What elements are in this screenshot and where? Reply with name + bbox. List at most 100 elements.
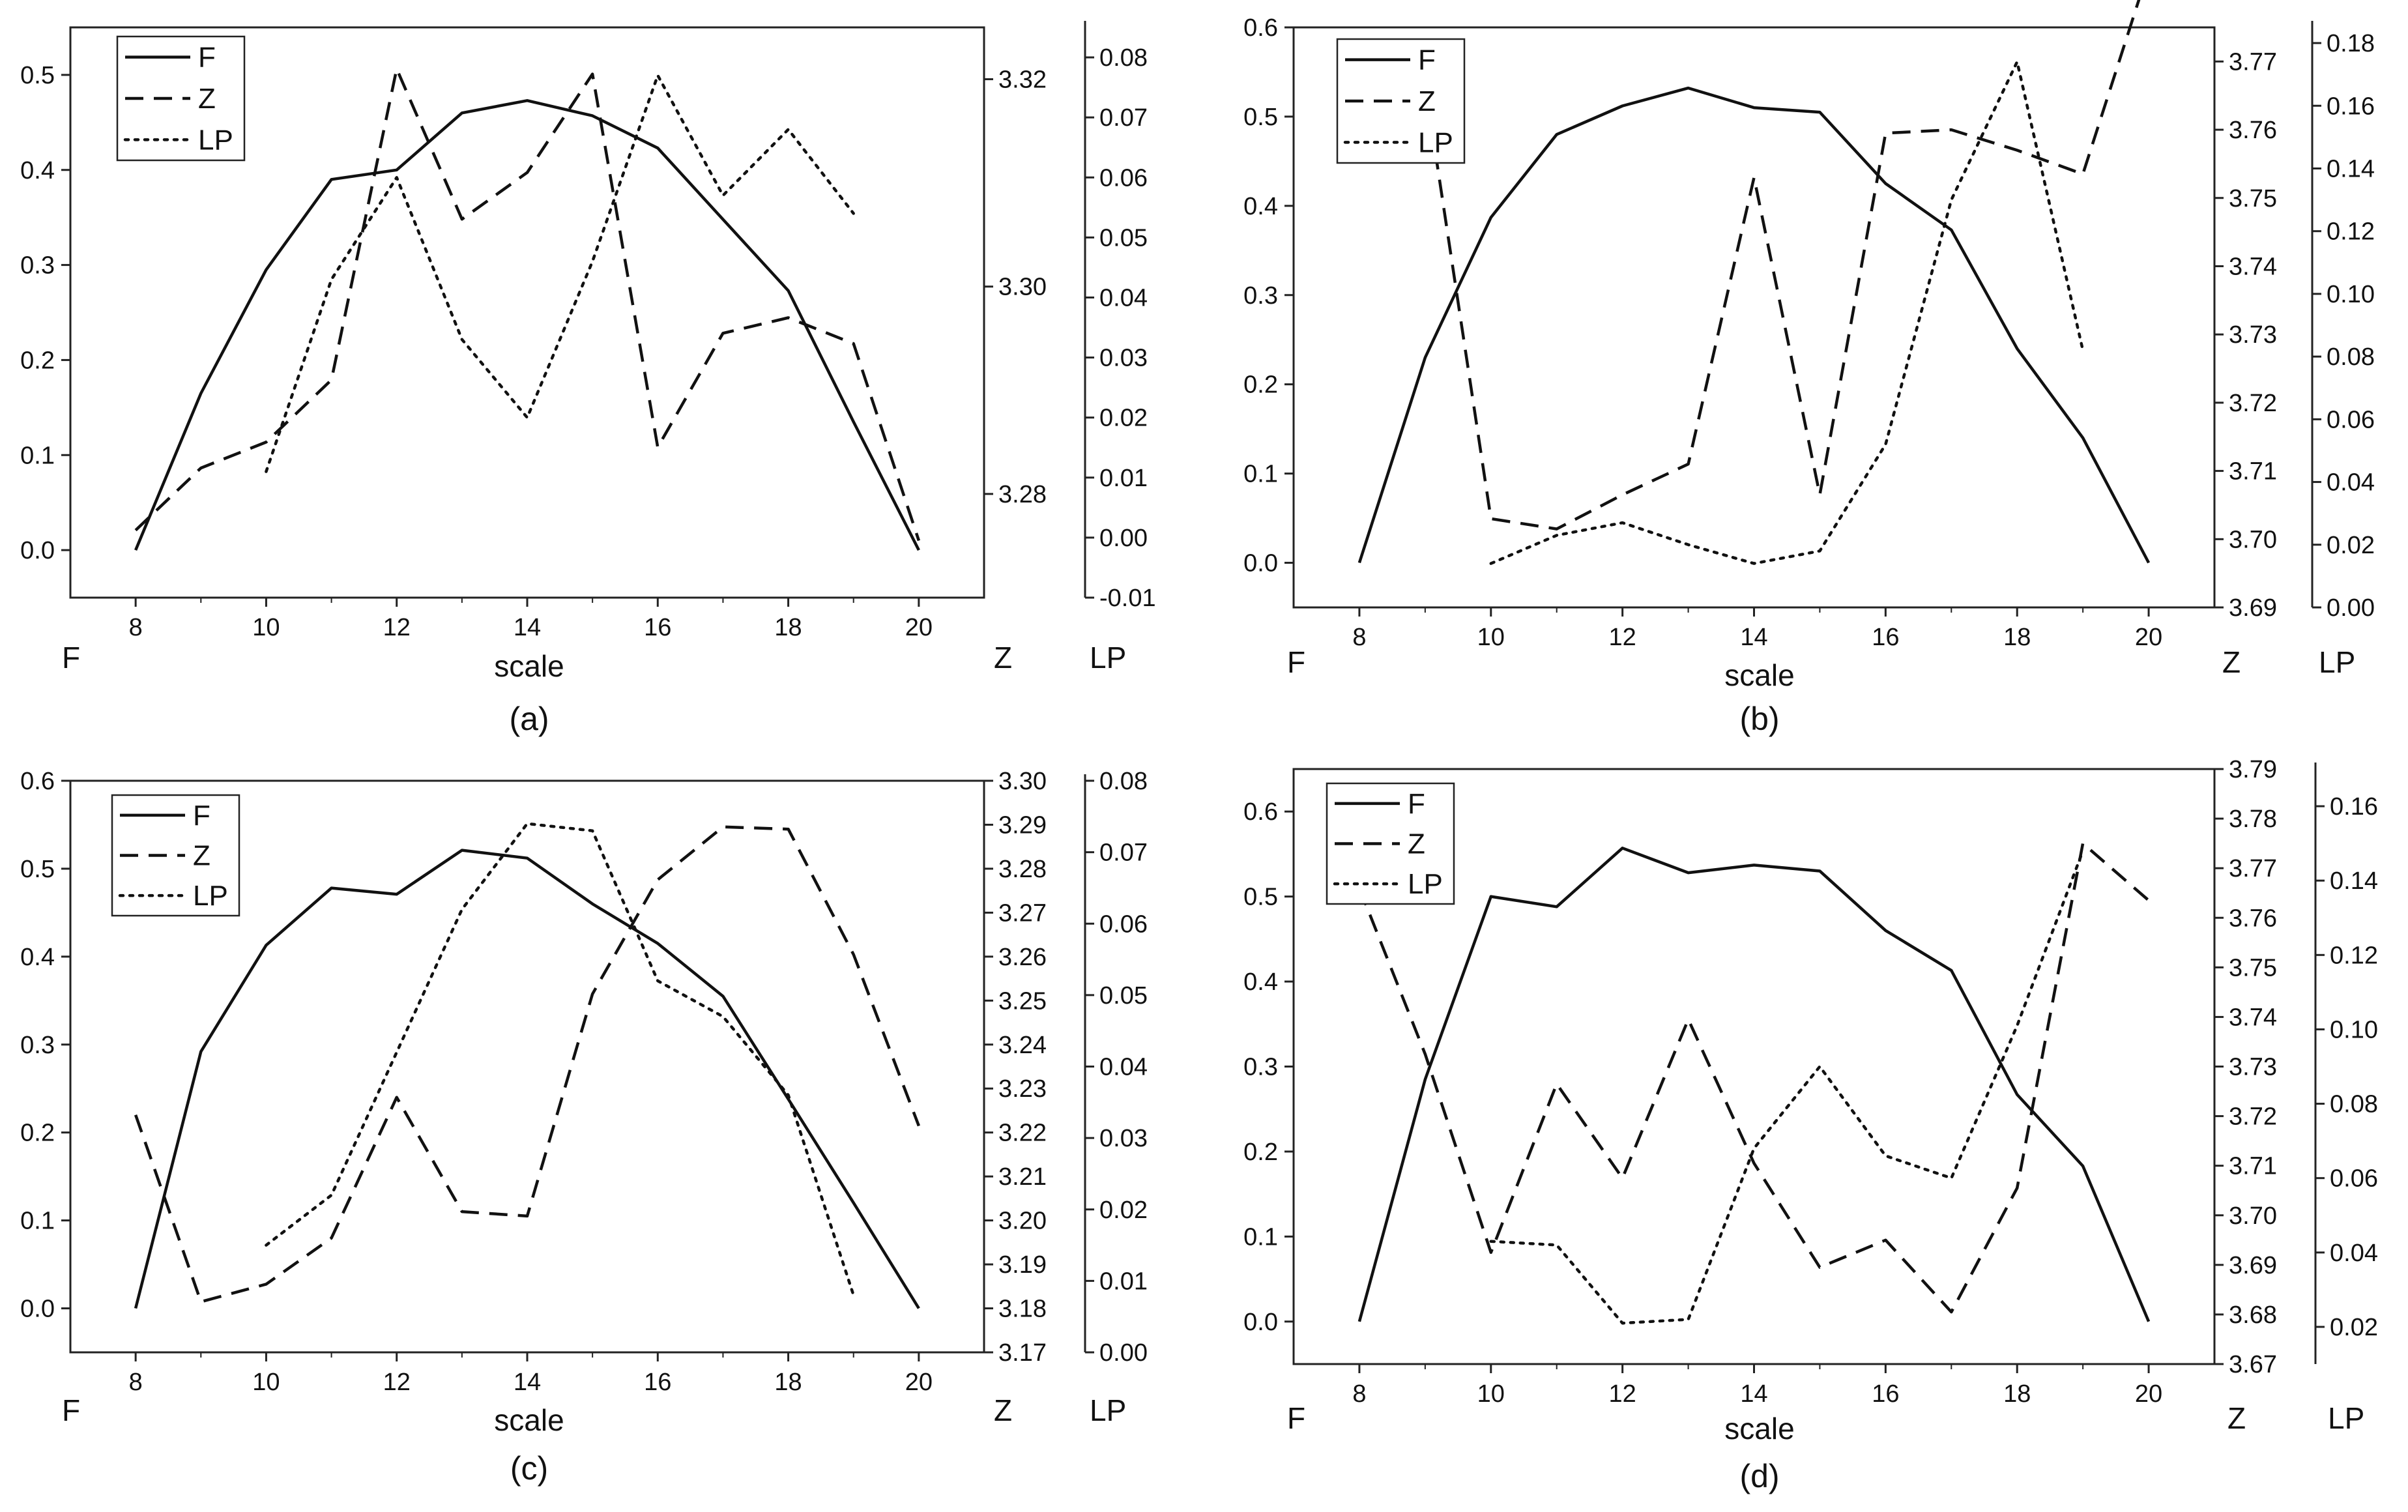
lp-axis-tick-label: 0.18 xyxy=(2327,30,2375,57)
x-axis-label: scale xyxy=(1724,658,1794,692)
left-y-tick-label: 0.5 xyxy=(1243,104,1278,131)
x-tick-label: 18 xyxy=(774,614,802,641)
lp-axis-tick-label: 0.02 xyxy=(1099,1197,1148,1224)
z-axis-tick-label: 3.77 xyxy=(2229,855,2277,882)
z-axis-tick-label: 3.72 xyxy=(2229,390,2277,417)
z-axis-tick-label: 3.24 xyxy=(998,1032,1047,1059)
z-axis-tick-label: 3.19 xyxy=(998,1251,1047,1279)
lp-axis-tick-label: 0.02 xyxy=(2330,1314,2378,1341)
legend-label-z: Z xyxy=(1408,828,1425,860)
z-axis-tick-label: 3.18 xyxy=(998,1296,1047,1323)
z-axis-tick-label: 3.73 xyxy=(2229,321,2277,349)
lp-axis-tick-label: 0.03 xyxy=(1099,1125,1148,1152)
z-axis-tick-label: 3.73 xyxy=(2229,1054,2277,1081)
left-y-tick-label: 0.6 xyxy=(1243,14,1278,42)
left-y-tick-label: 0.4 xyxy=(20,944,55,971)
z-axis-tick-label: 3.75 xyxy=(2229,954,2277,981)
left-y-tick-label: 0.0 xyxy=(20,1296,55,1323)
series-line-f xyxy=(134,99,920,551)
lp-axis-tick-label: 0.14 xyxy=(2330,867,2378,895)
left-y-tick-label: 0.1 xyxy=(20,1208,55,1235)
left-y-tick-label: 0.6 xyxy=(20,768,55,795)
legend-label-z: Z xyxy=(198,83,216,115)
lp-axis-tick-label: 0.14 xyxy=(2327,155,2375,182)
left-y-tick-label: 0.4 xyxy=(1243,968,1278,996)
z-axis-tick-label: 3.77 xyxy=(2229,48,2277,76)
lp-axis-label: LP xyxy=(1090,1393,1126,1427)
x-tick-label: 18 xyxy=(774,1369,802,1396)
left-y-tick-label: 0.2 xyxy=(20,1120,55,1147)
x-tick-label: 14 xyxy=(1740,1380,1767,1408)
legend-label-z: Z xyxy=(1418,85,1436,117)
z-axis-tick-label: 3.71 xyxy=(2229,458,2277,486)
panel-caption: (b) xyxy=(1739,701,1779,737)
left-y-tick-label: 0.4 xyxy=(20,157,55,184)
left-y-tick-label: 0.3 xyxy=(20,252,55,280)
panel-caption: (c) xyxy=(510,1450,548,1487)
x-tick-label: 8 xyxy=(129,614,143,641)
z-axis-tick-label: 3.29 xyxy=(998,811,1047,839)
left-y-tick-label: 0.5 xyxy=(1243,884,1278,911)
legend-label-lp: LP xyxy=(1408,868,1443,900)
lp-axis-tick-label: 0.06 xyxy=(1099,164,1148,192)
z-axis-tick-label: 3.79 xyxy=(2229,756,2277,783)
left-y-tick-label: 0.1 xyxy=(1243,461,1278,488)
series-line-z xyxy=(1357,841,2150,1314)
lp-axis-tick-label: 0.01 xyxy=(1099,1268,1148,1295)
series-line-z xyxy=(1385,0,2141,531)
lp-axis-tick-label: 0.05 xyxy=(1099,982,1148,1010)
x-tick-label: 16 xyxy=(1872,624,1899,651)
z-axis-tick-label: 3.28 xyxy=(998,856,1047,883)
z-axis-label: Z xyxy=(994,1393,1012,1427)
x-tick-label: 20 xyxy=(905,1369,933,1396)
z-axis-tick-label: 3.70 xyxy=(2229,1202,2277,1230)
x-tick-label: 10 xyxy=(252,614,280,641)
left-y-tick-label: 0.2 xyxy=(20,347,55,374)
panel-caption: (a) xyxy=(509,701,549,737)
z-axis-tick-label: 3.78 xyxy=(2229,806,2277,833)
x-tick-label: 20 xyxy=(2135,624,2162,651)
series-line-z xyxy=(134,67,921,542)
series-line-f xyxy=(1357,86,2151,564)
x-tick-label: 20 xyxy=(2135,1380,2162,1408)
x-tick-label: 8 xyxy=(1352,1380,1366,1408)
z-axis-tick-label: 3.76 xyxy=(2229,117,2277,144)
lp-axis-tick-label: 0.08 xyxy=(1099,768,1148,795)
z-axis-tick-label: 3.74 xyxy=(2229,1004,2277,1031)
lp-axis-tick-label: 0.04 xyxy=(2327,469,2375,497)
left-y-tick-label: 0.4 xyxy=(1243,193,1278,220)
chart-panel-a: 8 10 12 14 16 18 20 0.0 0.1 0.2 0.3 0.4 0.5 3.28 3.30 3… xyxy=(20,21,1156,737)
z-axis-tick-label: 3.69 xyxy=(2229,594,2277,622)
legend-label-lp: LP xyxy=(198,124,233,156)
lp-axis-tick-label: 0.07 xyxy=(1099,104,1148,132)
lp-axis-tick-label: 0.01 xyxy=(1099,465,1148,492)
lp-axis-tick-label: 0.04 xyxy=(1099,1054,1148,1081)
x-tick-label: 12 xyxy=(383,614,411,641)
x-tick-label: 16 xyxy=(644,1369,671,1396)
z-axis-tick-label: 3.30 xyxy=(998,768,1047,795)
x-tick-label: 10 xyxy=(1477,624,1505,651)
left-y-tick-label: 0.5 xyxy=(20,856,55,883)
legend-label-f: F xyxy=(198,42,216,74)
series-line-f xyxy=(1357,847,2151,1322)
z-axis-tick-label: 3.25 xyxy=(998,987,1047,1015)
left-y-tick-label: 0.6 xyxy=(1243,798,1278,826)
lp-axis-tick-label: 0.08 xyxy=(2330,1091,2378,1118)
chart-panel-b: 8 10 12 14 16 18 20 0.0 0.1 0.2 0.3 0.4 0.5 0.6 3.69 3.… xyxy=(1243,0,2375,737)
x-tick-label: 12 xyxy=(383,1369,411,1396)
legend-label-f: F xyxy=(1418,44,1436,76)
left-axis-label: F xyxy=(62,641,80,675)
z-axis-tick-label: 3.17 xyxy=(998,1339,1047,1367)
chart-panel-c: 8 10 12 14 16 18 20 0.0 0.1 0.2 0.3 0.4 0.5 0.6 3.17 3.… xyxy=(20,768,1148,1487)
panel-caption: (d) xyxy=(1739,1458,1779,1494)
x-tick-label: 12 xyxy=(1609,1380,1636,1408)
x-tick-label: 10 xyxy=(252,1369,280,1396)
x-tick-label: 14 xyxy=(514,1369,541,1396)
chart-panel-d: 8 10 12 14 16 18 20 0.0 0.1 0.2 0.3 0.4 0.5 0.6 3.67 3.… xyxy=(1243,756,2378,1494)
z-axis-tick-label: 3.32 xyxy=(998,66,1047,94)
z-axis-tick-label: 3.21 xyxy=(998,1163,1047,1191)
legend-label-lp: LP xyxy=(193,880,228,912)
z-axis-label: Z xyxy=(2227,1401,2246,1435)
lp-axis-tick-label: 0.00 xyxy=(2327,594,2375,622)
